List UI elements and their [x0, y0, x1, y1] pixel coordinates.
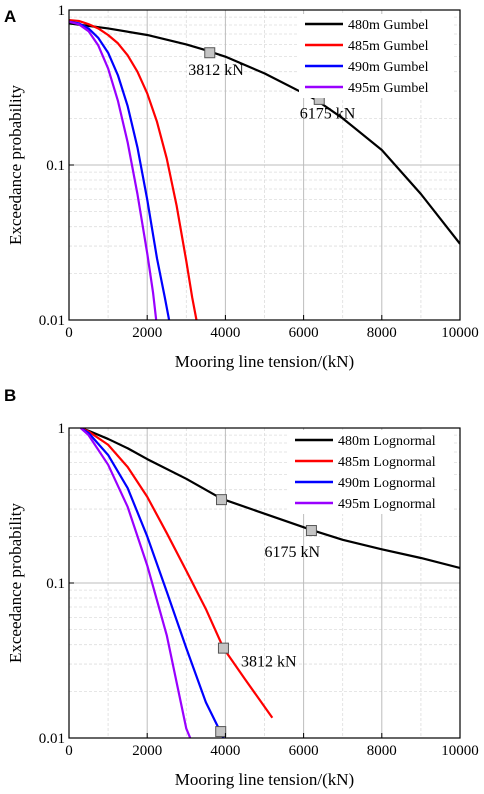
- series-line-3: [69, 20, 158, 320]
- series-line-2: [69, 20, 171, 320]
- series-line-3: [79, 428, 192, 738]
- chart-panel-b: 6175 kN 3812 kN 0 2000 4000 6000 8000 10000 0.01…: [4, 386, 479, 789]
- y-tick-label: 0.1: [46, 158, 65, 174]
- series-line-1: [80, 428, 274, 719]
- x-tick-label: 0: [65, 325, 73, 341]
- legend-label: 495m Gumbel: [348, 81, 429, 96]
- legend-background: [289, 430, 454, 514]
- x-tick-label: 10000: [441, 325, 479, 341]
- legend: 480m Gumbel 485m Gumbel 490m Gumbel 495m Gu…: [299, 14, 454, 98]
- legend-label: 485m Lognormal: [338, 455, 436, 470]
- annotation-label: 3812 kN: [241, 653, 297, 670]
- y-axis-title: Exceedance probability: [6, 503, 25, 664]
- y-tick-label: 0.01: [39, 731, 65, 747]
- annotation-label: 6175 kN: [265, 544, 321, 561]
- legend: 480m Lognormal 485m Lognormal 490m Lognorm…: [289, 430, 454, 514]
- x-tick-label: 8000: [367, 325, 397, 341]
- y-tick-label: 0.01: [39, 313, 65, 329]
- annotation-label: 3812 kN: [188, 62, 244, 79]
- x-tick-label: 4000: [210, 325, 240, 341]
- y-tick-label: 1: [58, 421, 66, 437]
- marker-group: [204, 47, 325, 105]
- series-line-0: [69, 22, 460, 245]
- y-axis-title: Exceedance probability: [6, 85, 25, 246]
- marker-group: [215, 494, 317, 738]
- x-tick-label: 6000: [289, 743, 319, 759]
- legend-label: 490m Lognormal: [338, 476, 436, 491]
- chart-panel-a: 3812 kN 6175 kN 0 2000 4000 6000 8000 10000 0.01…: [4, 3, 479, 371]
- x-tick-label: 2000: [132, 325, 162, 341]
- data-marker: [215, 494, 227, 506]
- x-axis-title: Mooring line tension/(kN): [175, 770, 354, 789]
- legend-background: [299, 14, 454, 98]
- y-tick-label: 1: [58, 3, 66, 19]
- data-marker: [204, 47, 216, 59]
- x-tick-label: 0: [65, 743, 73, 759]
- series-line-1: [69, 19, 198, 320]
- x-tick-label: 6000: [289, 325, 319, 341]
- data-marker: [305, 525, 317, 537]
- legend-label: 480m Lognormal: [338, 434, 436, 449]
- y-tick-label: 0.1: [46, 576, 65, 592]
- panel-label: B: [4, 386, 16, 405]
- series-line-2: [80, 428, 225, 738]
- annotation-label: 6175 kN: [300, 105, 356, 122]
- panel-label: A: [4, 7, 16, 26]
- data-marker: [215, 726, 227, 738]
- x-axis-title: Mooring line tension/(kN): [175, 352, 354, 371]
- x-tick-label: 8000: [367, 743, 397, 759]
- legend-label: 480m Gumbel: [348, 18, 429, 33]
- x-tick-label: 4000: [210, 743, 240, 759]
- legend-label: 485m Gumbel: [348, 39, 429, 54]
- x-tick-label: 10000: [441, 743, 479, 759]
- legend-label: 490m Gumbel: [348, 60, 429, 75]
- legend-label: 495m Lognormal: [338, 497, 436, 512]
- data-marker: [217, 642, 229, 654]
- x-tick-label: 2000: [132, 743, 162, 759]
- series-group: [69, 19, 460, 320]
